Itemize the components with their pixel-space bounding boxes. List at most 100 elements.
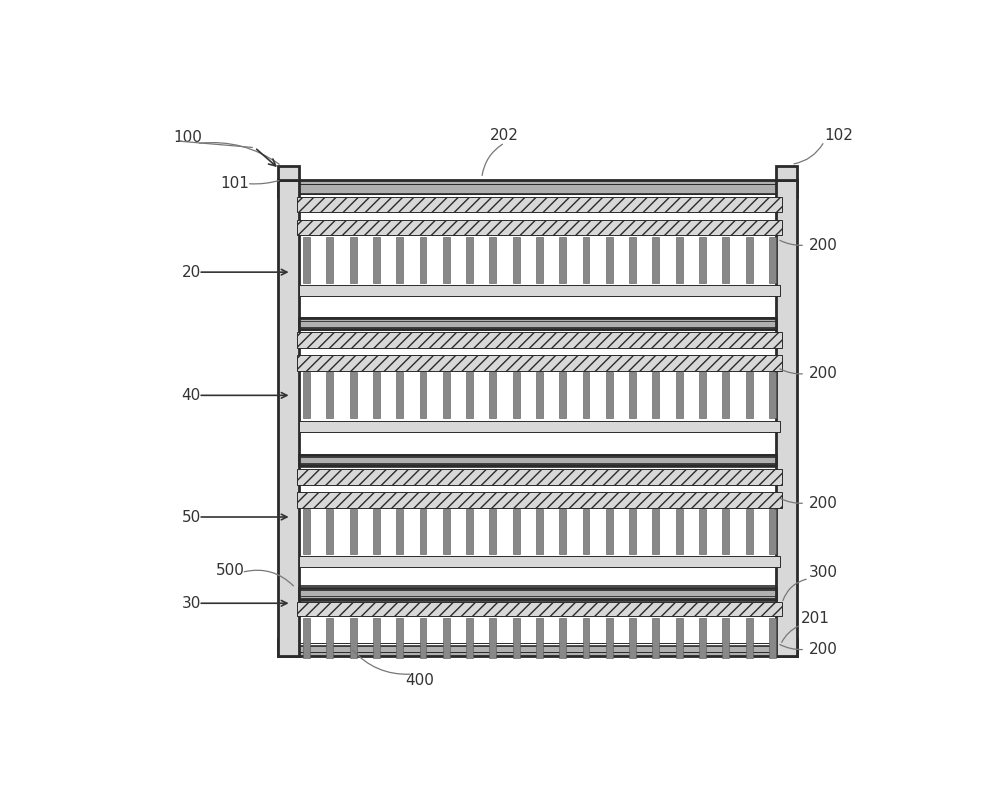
Bar [373,237,380,283]
Bar [722,618,729,658]
Bar [295,601,784,645]
Bar [583,618,589,658]
Bar [466,618,473,658]
Bar [299,588,776,599]
Text: 500: 500 [216,563,245,578]
Bar [278,166,299,180]
Bar [420,509,426,554]
Bar [629,618,636,658]
Bar [583,372,589,418]
Bar [303,372,310,418]
Bar [722,372,729,418]
Bar [303,618,310,658]
Bar [373,509,380,554]
Text: 20: 20 [181,265,201,280]
Text: 300: 300 [809,565,838,580]
Bar [513,509,520,554]
Bar [297,493,782,508]
Bar [722,237,729,283]
Bar [583,237,589,283]
Text: 102: 102 [824,128,853,143]
Bar [699,372,706,418]
Bar [443,618,450,658]
Bar [297,196,782,212]
Bar [769,372,776,418]
Bar [373,372,380,418]
Bar [295,467,784,586]
Bar [466,372,473,418]
Bar [297,356,782,371]
Bar [420,372,426,418]
Bar [746,372,753,418]
Text: 200: 200 [809,496,838,511]
Bar [326,237,333,283]
Bar [606,372,613,418]
Bar [722,509,729,554]
Bar [466,509,473,554]
Bar [326,618,333,658]
Bar [676,372,683,418]
Bar [536,372,543,418]
Bar [466,237,473,283]
Bar [303,237,310,283]
Bar [606,509,613,554]
Bar [676,618,683,658]
Bar [489,509,496,554]
Bar [769,237,776,283]
Bar [299,318,776,329]
Bar [396,618,403,658]
Bar [559,237,566,283]
Bar [443,237,450,283]
Bar [297,469,782,485]
Bar [699,509,706,554]
Bar [350,237,357,283]
Text: 30: 30 [181,596,201,611]
Bar [396,509,403,554]
Bar [350,618,357,658]
Text: 200: 200 [809,238,838,253]
Bar [278,180,299,656]
Bar [652,372,659,418]
Bar [295,330,784,455]
Bar [583,509,589,554]
Text: 101: 101 [220,176,249,191]
Bar [629,372,636,418]
Text: 40: 40 [181,388,201,403]
Text: 50: 50 [181,509,201,524]
Bar [373,618,380,658]
Bar [350,372,357,418]
Bar [420,618,426,658]
Text: 201: 201 [801,611,830,626]
Bar [489,237,496,283]
Bar [776,166,797,180]
Bar [559,509,566,554]
Bar [297,219,782,235]
Bar [299,285,780,296]
Bar [278,638,797,656]
Bar [303,509,310,554]
Text: 200: 200 [809,642,838,657]
Bar [278,180,797,196]
Bar [536,618,543,658]
Bar [769,618,776,658]
Bar [606,237,613,283]
Bar [746,509,753,554]
Bar [396,372,403,418]
Text: 202: 202 [490,128,519,143]
Bar [443,372,450,418]
Bar [513,237,520,283]
Bar [652,509,659,554]
Bar [420,237,426,283]
Bar [443,509,450,554]
Bar [513,618,520,658]
Bar [699,237,706,283]
Bar [297,603,782,616]
Bar [769,509,776,554]
Bar [536,509,543,554]
Bar [297,332,782,348]
Bar [489,618,496,658]
Bar [299,421,780,432]
Bar [295,193,784,318]
Bar [746,237,753,283]
Bar [299,455,776,466]
